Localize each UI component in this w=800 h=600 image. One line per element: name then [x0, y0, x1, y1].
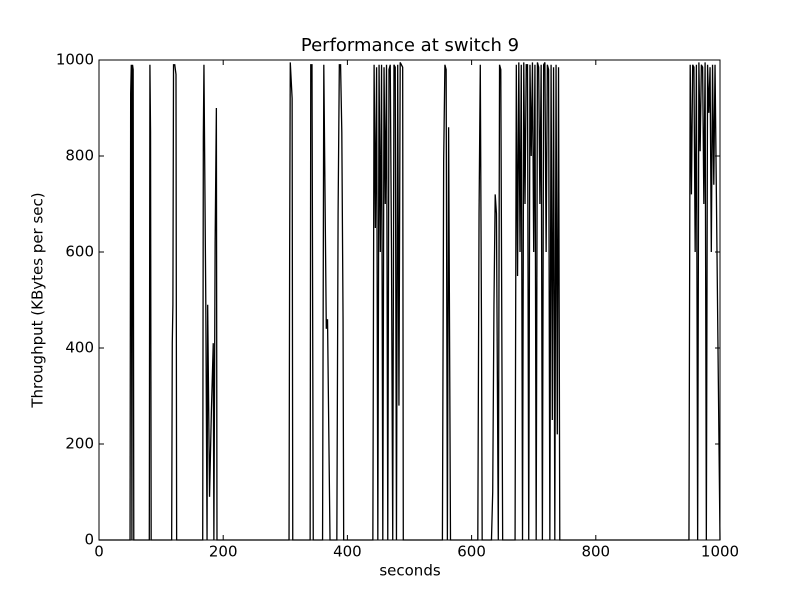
y-axis-label: Throughput (KBytes per sec) — [29, 192, 47, 408]
x-tick-label: 400 — [333, 543, 362, 561]
plot-frame — [98, 59, 721, 541]
x-axis-label: seconds — [379, 562, 440, 580]
x-tick-label: 600 — [457, 543, 486, 561]
x-tick-label: 1000 — [701, 543, 739, 561]
y-tick-label: 1000 — [56, 51, 94, 69]
x-tick-label: 800 — [581, 543, 610, 561]
y-tick-label: 600 — [65, 243, 94, 261]
x-tick-label: 200 — [209, 543, 238, 561]
y-tick-label: 0 — [84, 531, 94, 549]
y-tick-label: 400 — [65, 339, 94, 357]
chart-title: Performance at switch 9 — [301, 35, 519, 56]
data-line — [99, 62, 721, 541]
y-tick-label: 800 — [65, 147, 94, 165]
x-tick-label: 0 — [94, 543, 104, 561]
y-tick-label: 200 — [65, 435, 94, 453]
